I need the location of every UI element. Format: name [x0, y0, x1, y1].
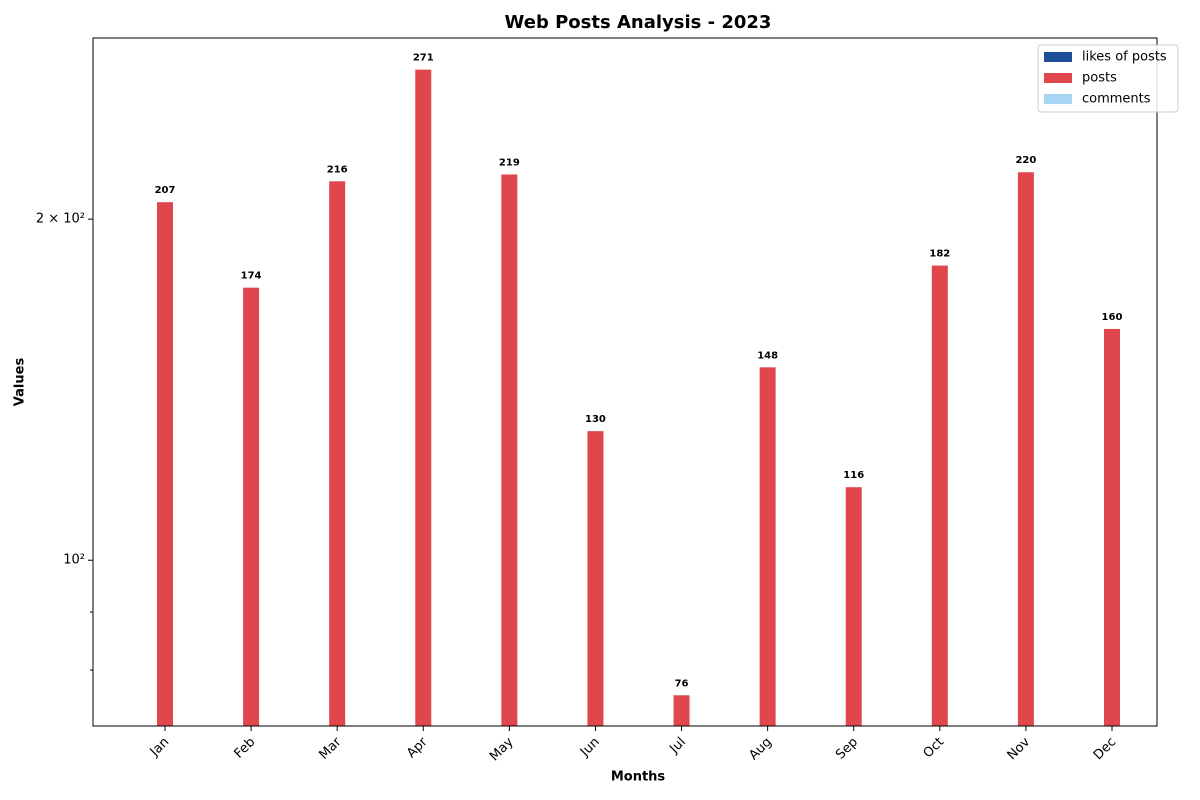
legend-box — [1037, 44, 1179, 113]
bar — [157, 202, 173, 726]
y-tick-label: 10² — [63, 553, 85, 568]
bar — [501, 174, 518, 727]
y-axis-label: Values — [13, 358, 28, 407]
legend-swatch — [1044, 73, 1072, 83]
plot-frame — [92, 37, 1158, 727]
bar — [415, 69, 432, 726]
data-label: 174 — [241, 271, 262, 282]
data-label: 76 — [675, 678, 689, 689]
data-label: 220 — [1015, 155, 1036, 166]
data-label: 182 — [929, 249, 950, 260]
legend-swatch — [1044, 52, 1072, 62]
x-axis-label: Months — [611, 770, 666, 785]
bar — [931, 265, 948, 726]
data-label: 160 — [1102, 312, 1123, 323]
legend-label: comments — [1082, 92, 1151, 107]
bar — [329, 181, 346, 726]
data-label: 148 — [757, 350, 778, 361]
bar — [1017, 172, 1034, 726]
bar — [1103, 328, 1120, 726]
data-label: 116 — [843, 470, 864, 481]
chart-title: Web Posts Analysis - 2023 — [505, 12, 772, 33]
legend-label: likes of posts — [1082, 50, 1167, 65]
data-label: 219 — [499, 157, 520, 168]
data-label: 130 — [585, 414, 606, 425]
data-label: 207 — [155, 185, 176, 196]
bar — [759, 367, 776, 726]
data-label: 271 — [413, 53, 434, 64]
bar — [845, 487, 862, 726]
bar — [243, 287, 260, 726]
data-label: 216 — [327, 164, 348, 175]
legend-label: posts — [1082, 71, 1117, 86]
y-tick-label: 2 × 10² — [36, 212, 85, 227]
legend-swatch — [1044, 94, 1072, 104]
bar — [587, 431, 604, 726]
bar — [673, 695, 690, 726]
